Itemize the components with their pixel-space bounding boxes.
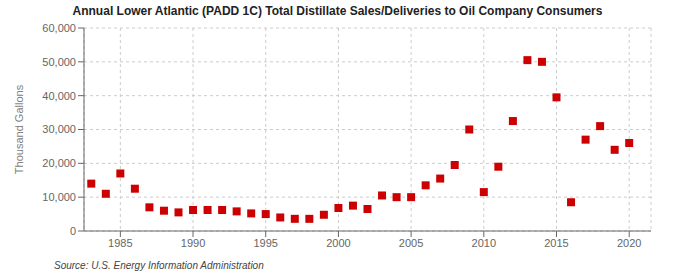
- svg-text:2000: 2000: [326, 237, 350, 249]
- svg-text:1995: 1995: [253, 237, 277, 249]
- svg-text:30,000: 30,000: [42, 123, 76, 135]
- svg-text:2005: 2005: [399, 237, 423, 249]
- svg-text:Thousand Gallons: Thousand Gallons: [13, 84, 25, 174]
- svg-text:50,000: 50,000: [42, 56, 76, 68]
- svg-text:1985: 1985: [108, 237, 132, 249]
- html-text:Source: U.S. Energy Informatio: Source: U.S. Energy Information Administ…: [54, 260, 264, 271]
- svg-text:40,000: 40,000: [42, 90, 76, 102]
- svg-text:0: 0: [70, 225, 76, 237]
- svg-text:2010: 2010: [472, 237, 496, 249]
- svg-text:1990: 1990: [181, 237, 205, 249]
- svg-text:20,000: 20,000: [42, 157, 76, 169]
- html-text:Annual Lower Atlantic (PADD 1C: Annual Lower Atlantic (PADD 1C) Total Di…: [72, 4, 603, 18]
- svg-text:2015: 2015: [544, 237, 568, 249]
- svg-text:2020: 2020: [617, 237, 641, 249]
- svg-text:10,000: 10,000: [42, 191, 76, 203]
- svg-text:60,000: 60,000: [42, 22, 76, 34]
